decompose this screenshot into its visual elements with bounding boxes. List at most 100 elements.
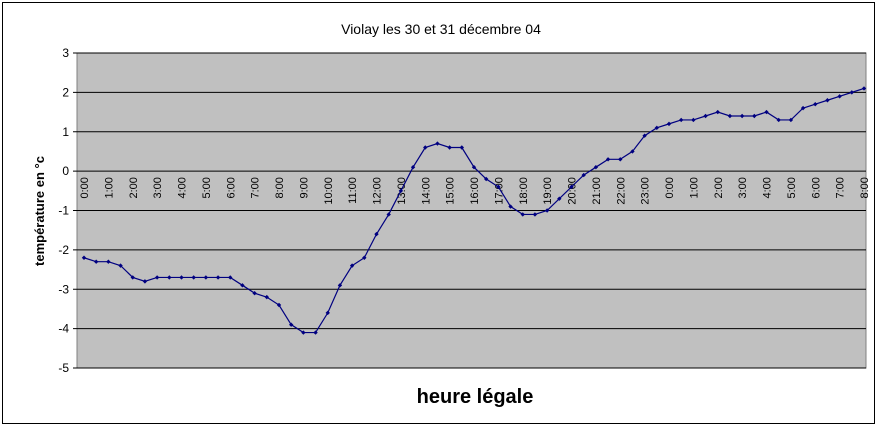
y-tick-label: 0: [62, 164, 69, 178]
data-point: [752, 113, 757, 119]
data-point: [764, 109, 769, 115]
data-point: [727, 113, 733, 119]
data-point: [459, 145, 465, 150]
chart-frame: Violay les 30 et 31 décembre 04 3 2 1 0 -1 -2…: [2, 2, 875, 424]
data-point: [106, 259, 111, 264]
x-tick-label: 5:00: [201, 177, 213, 198]
data-point: [288, 322, 294, 327]
gridlines: [77, 52, 866, 369]
data-point: [313, 330, 318, 335]
y-tick-label: -1: [58, 204, 69, 218]
x-tick-label: 0:00: [664, 177, 676, 198]
data-point: [423, 145, 428, 150]
y-tick-label: 1: [62, 125, 69, 139]
x-tick-label: 8:00: [274, 177, 286, 198]
data-point: [325, 310, 330, 316]
x-tick-label: 17:00: [493, 177, 505, 205]
x-tick-label: 7:00: [250, 177, 262, 198]
x-tick-label: 4:00: [762, 177, 774, 198]
x-tick-label: 3:00: [152, 177, 164, 198]
data-point: [228, 275, 233, 280]
data-point: [654, 125, 660, 131]
data-point: [130, 275, 135, 280]
data-point: [191, 275, 196, 280]
y-axis-title: température en °c: [32, 156, 47, 266]
data-point: [447, 145, 452, 150]
y-tick-label: -5: [58, 361, 69, 375]
data-point: [252, 290, 257, 296]
data-point: [715, 109, 720, 115]
x-tick-label: 18:00: [518, 177, 530, 205]
y-tick-label: -2: [58, 243, 69, 257]
data-point: [788, 117, 794, 123]
data-point: [618, 157, 623, 162]
data-point: [215, 275, 221, 280]
data-point: [837, 94, 842, 99]
x-tick-label: 23:00: [640, 177, 652, 205]
x-tick-label: 14:00: [420, 177, 432, 205]
data-point: [678, 117, 684, 123]
x-tick-label: 2:00: [128, 177, 140, 198]
data-point: [398, 188, 404, 194]
data-point: [435, 141, 440, 146]
y-tick-label: -4: [58, 322, 69, 336]
data-point: [593, 164, 599, 170]
data-point: [410, 164, 416, 170]
x-tick-label: 10:00: [323, 177, 335, 205]
chart-title: Violay les 30 et 31 décembre 04: [341, 21, 541, 37]
data-point: [825, 98, 830, 103]
x-tick-label: 16:00: [469, 177, 481, 205]
data-point: [776, 117, 781, 123]
x-tick-label: 6:00: [225, 177, 237, 198]
y-tick-label: -3: [58, 282, 69, 296]
y-tick-label: 3: [62, 46, 69, 60]
data-point: [861, 86, 867, 91]
x-tick-label: 6:00: [810, 177, 822, 198]
data-point: [849, 90, 855, 95]
x-tick-label: 19:00: [542, 177, 554, 205]
data-point: [301, 330, 306, 335]
data-point: [666, 121, 672, 127]
data-point: [691, 117, 696, 123]
data-point: [496, 184, 501, 190]
x-tick-label: 11:00: [347, 177, 359, 204]
data-point: [703, 113, 708, 119]
x-tick-label: 4:00: [177, 177, 189, 198]
data-point: [374, 231, 379, 237]
data-point: [118, 263, 123, 268]
data-point: [508, 204, 513, 209]
x-tick-label: 9:00: [298, 177, 310, 198]
x-tick-label: 1:00: [103, 177, 115, 198]
y-tick-label: 2: [62, 85, 69, 99]
x-tick-label: 3:00: [737, 177, 749, 198]
data-point: [142, 279, 148, 284]
data-point: [179, 275, 184, 280]
temperature-line-chart: Violay les 30 et 31 décembre 04 3 2 1 0 -1 -2…: [32, 21, 871, 408]
data-point: [167, 275, 172, 280]
data-point: [203, 275, 209, 280]
x-tick-label: 5:00: [786, 177, 798, 198]
x-tick-label: 12:00: [372, 177, 384, 205]
data-point: [337, 283, 343, 288]
data-point: [471, 164, 477, 170]
data-point: [532, 212, 538, 217]
data-point: [544, 208, 550, 213]
x-tick-label: 20:00: [567, 177, 579, 205]
data-point: [630, 149, 635, 154]
data-point: [739, 113, 745, 119]
x-axis-title: heure légale: [417, 386, 534, 408]
data-point: [93, 259, 99, 264]
data-point: [605, 157, 611, 162]
data-point: [557, 196, 562, 201]
x-tick-label: 22:00: [615, 177, 627, 205]
x-tick-label: 7:00: [835, 177, 847, 198]
data-point: [154, 275, 160, 280]
x-tick-label: 21:00: [591, 177, 603, 205]
data-point: [581, 172, 586, 178]
data-point: [349, 263, 355, 268]
data-point: [642, 133, 647, 138]
data-point: [264, 294, 270, 300]
x-tick-label: 2:00: [713, 177, 725, 198]
data-point: [483, 176, 489, 182]
x-tick-label: 1:00: [688, 177, 700, 198]
